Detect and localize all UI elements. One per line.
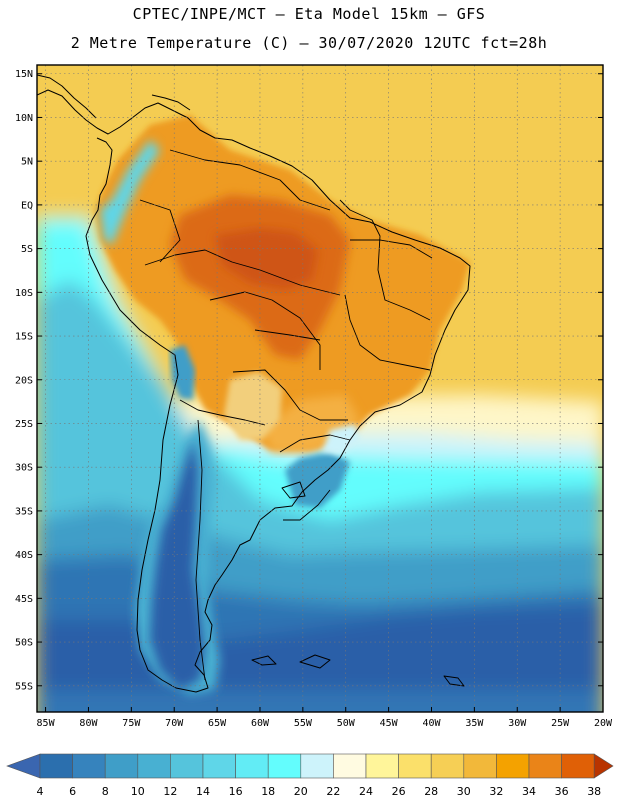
colorbar-label: 38 xyxy=(587,785,601,798)
colorbar-min-arrow xyxy=(6,753,41,779)
colorbar-label: 30 xyxy=(457,785,471,798)
colorbar-label: 28 xyxy=(424,785,438,798)
latitude-tick-label: 30S xyxy=(15,463,33,474)
longitude-tick-label: 80W xyxy=(79,718,98,729)
map-field xyxy=(37,65,603,712)
colorbar-cell xyxy=(235,753,269,779)
colorbar: 4 6 8 10 12 14 16 18 20 22 24 26 28 30 32 34 36 38 xyxy=(6,753,614,798)
colorbar-label: 34 xyxy=(522,785,536,798)
latitude-tick-label: 35S xyxy=(15,506,33,517)
colorbar-cell xyxy=(430,753,465,779)
colorbar-cell xyxy=(463,753,497,779)
colorbar-label: 32 xyxy=(489,785,503,798)
latitude-tick-label: 45S xyxy=(15,594,33,605)
colorbar-label: 12 xyxy=(163,785,177,798)
longitude-tick-label: 55W xyxy=(294,718,313,729)
latitude-labels: 15N 10N 5N EQ 5S 10S 15S 20S 25S 30S 35S 40S 45S 50S 5… xyxy=(15,69,33,692)
colorbar-label: 8 xyxy=(102,785,109,798)
longitude-tick-label: 30W xyxy=(508,718,527,729)
colorbar-cell xyxy=(137,753,171,779)
colorbar-cell xyxy=(202,753,236,779)
colorbar-cell xyxy=(72,753,106,779)
colorbar-cell xyxy=(300,753,334,779)
coastline xyxy=(37,74,471,693)
colorbar-cell xyxy=(104,753,139,779)
colorbar-label: 22 xyxy=(326,785,340,798)
colorbar-cell xyxy=(561,753,595,779)
latitude-tick-label: 5S xyxy=(21,244,33,255)
map-title-line-1: CPTEC/INPE/MCT – Eta Model 15km – GFS xyxy=(132,5,486,23)
colorbar-cell xyxy=(398,753,432,779)
colorbar-cell xyxy=(267,753,302,779)
latitude-tick-label: 15N xyxy=(15,69,33,80)
colorbar-cell xyxy=(39,753,73,779)
colorbar-cell xyxy=(528,753,562,779)
latitude-tick-label: 25S xyxy=(15,419,33,430)
colorbar-label: 36 xyxy=(555,785,569,798)
colorbar-cell xyxy=(170,753,204,779)
colorbar-label: 20 xyxy=(294,785,308,798)
longitude-tick-label: 50W xyxy=(337,718,356,729)
longitude-tick-label: 25W xyxy=(551,718,570,729)
colorbar-label: 14 xyxy=(196,785,210,798)
latitude-tick-label: 20S xyxy=(15,375,33,386)
map-frame xyxy=(36,64,604,713)
longitude-tick-label: 45W xyxy=(380,718,399,729)
longitude-labels: 85W 80W 75W 70W 65W 60W 55W 50W 45W 40W 35W 30W 25W 2… xyxy=(37,718,613,729)
colorbar-label: 6 xyxy=(69,785,76,798)
longitude-tick-label: 20W xyxy=(594,718,613,729)
longitude-tick-label: 70W xyxy=(165,718,184,729)
colorbar-label: 4 xyxy=(37,785,44,798)
colorbar-label: 16 xyxy=(229,785,243,798)
colorbar-cell xyxy=(365,753,399,779)
longitude-tick-label: 40W xyxy=(422,718,441,729)
graticule xyxy=(37,65,604,712)
country-borders xyxy=(139,149,433,681)
latitude-tick-label: EQ xyxy=(21,200,33,211)
map-title-line-2: 2 Metre Temperature (C) – 30/07/2020 12U… xyxy=(70,34,548,52)
colorbar-cell xyxy=(496,753,530,779)
latitude-tick-label: 55S xyxy=(15,681,33,692)
longitude-tick-label: 85W xyxy=(37,718,56,729)
colorbar-label: 26 xyxy=(392,785,406,798)
latitude-tick-label: 10S xyxy=(15,288,33,299)
latitude-tick-label: 15S xyxy=(15,332,33,343)
longitude-tick-label: 65W xyxy=(208,718,227,729)
colorbar-max-arrow xyxy=(593,753,614,779)
latitude-tick-label: 5N xyxy=(21,157,33,168)
land-temperature-field xyxy=(95,115,470,695)
longitude-tick-label: 35W xyxy=(465,718,484,729)
colorbar-label: 18 xyxy=(261,785,275,798)
colorbar-label: 10 xyxy=(131,785,145,798)
latitude-tick-label: 50S xyxy=(15,638,33,649)
colorbar-cell xyxy=(333,753,367,779)
colorbar-label: 24 xyxy=(359,785,373,798)
longitude-tick-label: 60W xyxy=(251,718,270,729)
longitude-tick-label: 75W xyxy=(122,718,141,729)
latitude-tick-label: 40S xyxy=(15,550,33,561)
latitude-tick-label: 10N xyxy=(15,113,33,124)
